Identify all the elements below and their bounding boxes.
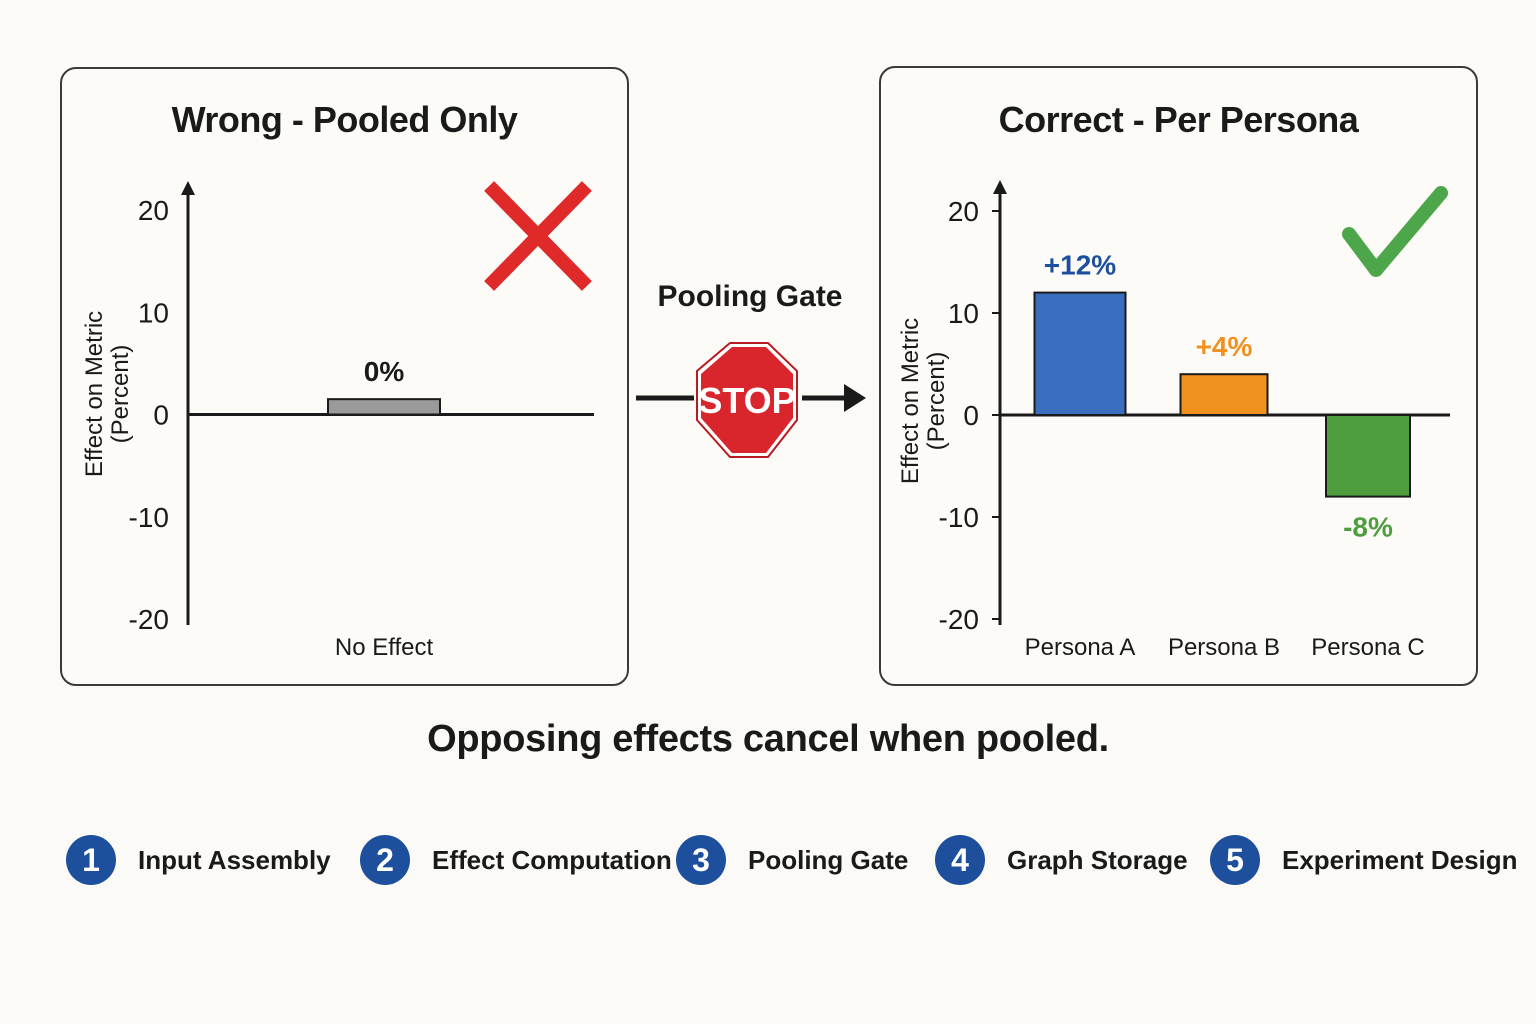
pooled-chart: 20 10 0 -10 -20 Effect on Metric (Percent) 0% No… — [81, 181, 594, 661]
bar-data-label: +4% — [1196, 331, 1253, 362]
y-tick-label: 10 — [138, 297, 169, 328]
y-tick-label: 20 — [138, 195, 169, 226]
y-axis-label-line: Effect on Metric — [897, 318, 924, 484]
step-2: 2 Effect Computation — [360, 820, 672, 900]
y-axis-label-line: (Percent) — [923, 352, 950, 451]
bar-data-label: 0% — [364, 356, 405, 387]
bar — [1325, 414, 1411, 498]
check-icon — [1342, 186, 1448, 277]
y-tick-label: 0 — [963, 400, 979, 431]
y-axis-label: Effect on Metric (Percent) — [897, 318, 950, 484]
step-number-badge: 5 — [1210, 835, 1260, 885]
y-tick-label: 0 — [153, 400, 169, 431]
x-category-label: Persona A — [1025, 634, 1136, 661]
step-label: Graph Storage — [1007, 844, 1188, 875]
bar — [1179, 373, 1269, 417]
y-axis-label: Effect on Metric (Percent) — [81, 311, 134, 477]
stop-sign-text: STOP — [698, 380, 795, 421]
step-4: 4 Graph Storage — [935, 820, 1188, 900]
step-1: 1 Input Assembly — [66, 820, 331, 900]
persona-chart-panel: Correct - Per Persona 20 10 0 -10 -20 Effect … — [879, 66, 1478, 686]
pooling-gate: Pooling Gate STOP — [630, 280, 870, 470]
y-axis-label-line: Effect on Metric — [81, 311, 108, 477]
x-category-label: No Effect — [335, 634, 434, 661]
step-3: 3 Pooling Gate — [676, 820, 908, 900]
y-tick-label: -10 — [939, 502, 979, 533]
persona-chart-title: Correct - Per Persona — [998, 99, 1359, 140]
y-axis-label-line: (Percent) — [107, 345, 134, 444]
step-label: Input Assembly — [138, 844, 331, 875]
step-number-badge: 2 — [360, 835, 410, 885]
stop-sign-icon: STOP — [696, 342, 798, 458]
caption: Opposing effects cancel when pooled. — [427, 718, 1109, 760]
pooled-chart-title: Wrong - Pooled Only — [171, 99, 518, 140]
y-tick-label: 20 — [948, 196, 979, 227]
step-label: Experiment Design — [1282, 844, 1518, 875]
step-label: Effect Computation — [432, 844, 672, 875]
pooled-chart-panel: Wrong - Pooled Only 20 10 0 -10 -20 Effect on… — [60, 67, 629, 686]
y-tick-label: 10 — [948, 298, 979, 329]
cross-icon — [484, 181, 592, 291]
y-tick-label: -10 — [129, 502, 169, 533]
pooling-gate-label: Pooling Gate — [657, 280, 843, 313]
bar-data-label: -8% — [1343, 512, 1393, 543]
y-tick-label: -20 — [939, 604, 979, 635]
bar — [1033, 291, 1127, 417]
bar-data-label: +12% — [1044, 250, 1116, 281]
persona-chart: 20 10 0 -10 -20 Effect on Metric (Percent) +12%… — [897, 180, 1450, 661]
step-number-badge: 4 — [935, 835, 985, 885]
bar — [327, 398, 441, 416]
x-category-label: Persona C — [1311, 634, 1424, 661]
y-axis-arrow-icon — [181, 181, 195, 195]
y-axis-arrow-icon — [993, 180, 1007, 194]
gate-arrow-head-icon — [844, 384, 866, 412]
step-number-badge: 3 — [676, 835, 726, 885]
step-5: 5 Experiment Design — [1210, 820, 1518, 900]
step-label: Pooling Gate — [748, 844, 909, 875]
y-tick-label: -20 — [129, 604, 169, 635]
pipeline-steps: 1 Input Assembly 2 Effect Computation 3 … — [0, 820, 1536, 900]
x-category-label: Persona B — [1168, 634, 1280, 661]
step-number-badge: 1 — [66, 835, 116, 885]
pooling-gate-graphic: STOP — [636, 342, 866, 458]
